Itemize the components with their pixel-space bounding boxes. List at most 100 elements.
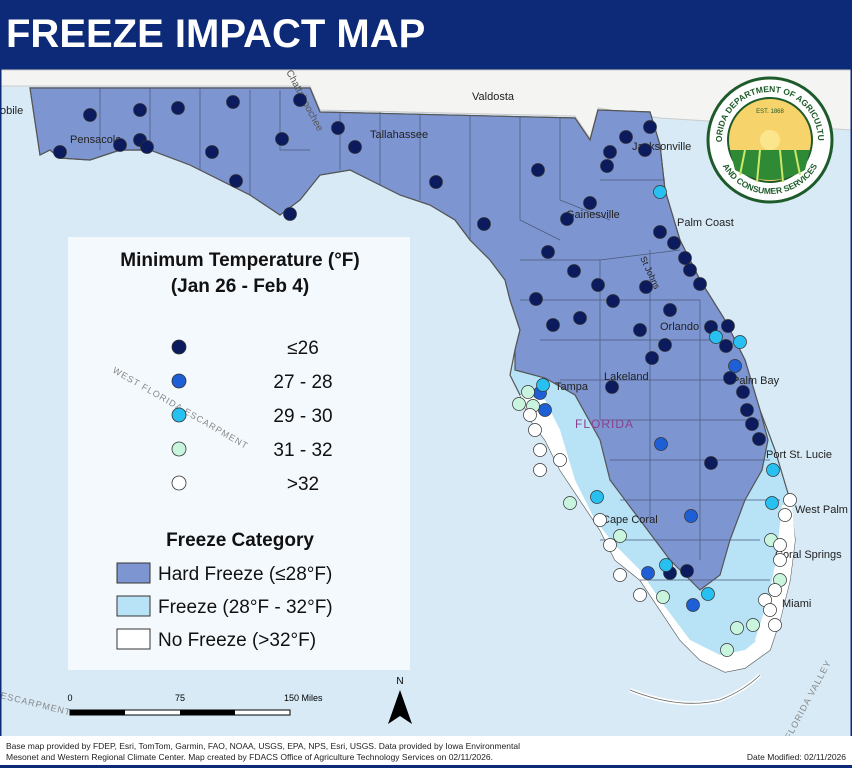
station: [583, 196, 597, 210]
temp-legend: ≤26 27 - 28 29 - 30 31 - 32 >32: [171, 338, 333, 495]
station: [778, 508, 792, 522]
station: [704, 456, 718, 470]
station: [766, 463, 780, 477]
city-label: Coral Springs: [775, 549, 842, 561]
station: [53, 145, 67, 159]
station: [531, 163, 545, 177]
station: [653, 185, 667, 199]
city-label: Pensacola: [70, 134, 122, 146]
station: [477, 217, 491, 231]
station: [521, 385, 535, 399]
legend-swatch: [116, 595, 151, 617]
station: [536, 378, 550, 392]
city-label: Tampa: [555, 381, 589, 393]
station: [546, 318, 560, 332]
station: [783, 493, 797, 507]
station: [331, 121, 345, 135]
legend-label: No Freeze (>32°F): [158, 630, 316, 651]
station: [113, 138, 127, 152]
station: [528, 423, 542, 437]
legend-symbol: [171, 339, 187, 355]
header-bar: [0, 0, 852, 68]
station: [541, 245, 555, 259]
station: [593, 513, 607, 527]
station: [226, 95, 240, 109]
station: [538, 403, 552, 417]
footer-bg: [0, 736, 852, 768]
page-title: FREEZE IMPACT MAP: [6, 12, 425, 56]
station: [736, 385, 750, 399]
legend-swatch: [116, 628, 151, 650]
station: [619, 130, 633, 144]
city-label: Palm Coast: [677, 217, 734, 229]
stations: [53, 93, 797, 657]
station: [560, 212, 574, 226]
city-label: Port St. Lucie: [766, 449, 832, 461]
station: [533, 443, 547, 457]
station: [293, 93, 307, 107]
station: [768, 618, 782, 632]
station: [633, 588, 647, 602]
station: [645, 351, 659, 365]
north-arrow: N: [388, 676, 412, 724]
legend-swatch: [116, 562, 151, 584]
station: [603, 145, 617, 159]
north-label: N: [396, 676, 403, 687]
city-label: Miami: [782, 598, 811, 610]
legend-symbol: [171, 475, 187, 491]
station: [533, 463, 547, 477]
city-label: Gainesville: [566, 209, 620, 221]
station: [83, 108, 97, 122]
station: [659, 558, 673, 572]
station: [740, 403, 754, 417]
station: [573, 311, 587, 325]
station: [591, 278, 605, 292]
station: [733, 335, 747, 349]
hard-freeze-zone: [29, 87, 769, 591]
scale-label: 75: [175, 693, 185, 703]
legend-label: 27 - 28: [273, 372, 332, 393]
date-modified: Date Modified: 02/11/2026: [747, 752, 846, 762]
station: [680, 564, 694, 578]
station: [553, 453, 567, 467]
station: [719, 339, 733, 353]
station: [229, 174, 243, 188]
station: [773, 553, 787, 567]
station: [763, 603, 777, 617]
station: [745, 417, 759, 431]
station: [641, 566, 655, 580]
station: [654, 437, 668, 451]
station: [633, 323, 647, 337]
station: [171, 101, 185, 115]
station: [686, 598, 700, 612]
station: [639, 280, 653, 294]
legend-symbol: [171, 441, 187, 457]
freeze-legend: Hard Freeze (≤28°F) Freeze (28°F - 32°F) N…: [116, 562, 333, 651]
station: [730, 621, 744, 635]
bottom-border: [0, 765, 852, 768]
station: [728, 359, 742, 373]
credits: Base map provided by FDEP, Esri, TomTom,…: [6, 741, 520, 751]
city-label: Valdosta: [472, 91, 515, 103]
city-label: Cape Coral: [602, 514, 658, 526]
station: [693, 277, 707, 291]
state-label: FLORIDA: [575, 417, 634, 431]
station: [653, 225, 667, 239]
city-label: Tallahassee: [370, 129, 428, 141]
frame: [0, 66, 852, 768]
station: [643, 120, 657, 134]
station: [529, 292, 543, 306]
station: [658, 338, 672, 352]
legend-title: Minimum Temperature (°F): [120, 250, 360, 271]
credits: Mesonet and Western Regional Climate Cen…: [6, 752, 493, 762]
station: [746, 618, 760, 632]
station: [752, 432, 766, 446]
legend-label: Freeze (28°F - 32°F): [158, 597, 333, 618]
station: [721, 319, 735, 333]
station: [684, 509, 698, 523]
city-label: obile: [0, 105, 23, 117]
legend-label: Hard Freeze (≤28°F): [158, 564, 332, 585]
station: [275, 132, 289, 146]
station: [600, 159, 614, 173]
